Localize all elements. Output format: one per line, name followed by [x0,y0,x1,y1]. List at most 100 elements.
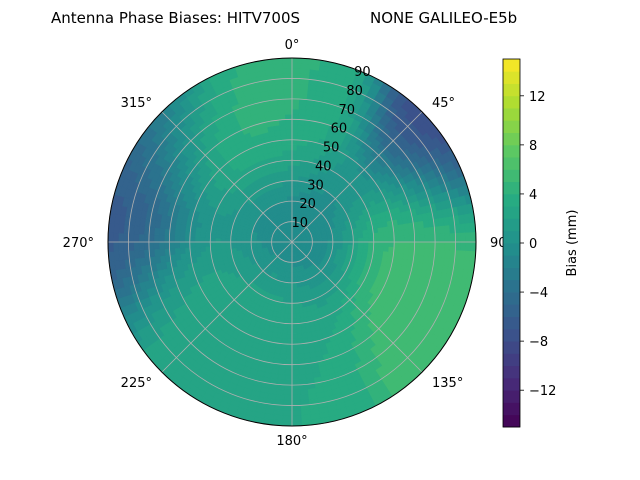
surface-cell [403,229,410,237]
surface-cell [298,103,307,111]
colorbar-level [503,353,520,367]
surface-cell [284,379,293,386]
surface-cell [220,241,226,247]
colorbar-level [503,292,520,305]
colorbar-level [503,108,520,121]
surface-cell [288,185,293,192]
surface-cell [378,236,385,243]
surface-cell [444,249,451,259]
surface-cell [362,233,369,239]
surface-cell [298,373,307,381]
surface-cell [117,241,124,252]
surface-cell [277,150,284,157]
surface-cell [291,333,298,340]
surface-cell [199,236,206,243]
angular-tick-label: 225° [121,376,152,391]
surface-cell [279,353,287,360]
surface-cell [284,364,293,371]
surface-cell [291,323,297,330]
surface-cell [138,233,145,243]
surface-cell [284,374,293,381]
surface-cell [297,129,305,136]
colorbar-level [503,206,520,219]
surface-cell [423,248,431,257]
surface-cell [215,245,222,251]
colorbar-level [503,390,520,403]
surface-cell [403,247,410,255]
colorbar-tick-label: 4 [529,188,537,203]
surface-cell [291,384,301,391]
surface-cell [148,241,155,250]
colorbar-level [503,402,520,416]
colorbar-level [503,304,520,317]
surface-cell [286,139,293,146]
colorbar-level [503,243,520,256]
colorbar-level [503,59,520,72]
surface-cell [287,318,293,325]
surface-cell [123,232,129,243]
surface-cell [287,313,293,319]
surface-cell [283,165,289,172]
surface-cell [199,232,206,238]
surface-cell [460,232,467,243]
surface-cell [275,83,285,90]
surface-cell [282,154,289,161]
surface-cell [291,98,300,105]
surface-cell [434,233,441,243]
surface-cell [409,235,415,243]
surface-cell [280,139,288,146]
surface-cell [282,405,293,411]
surface-cell [291,364,300,371]
colorbar-level [503,132,520,146]
surface-cell [174,235,181,243]
surface-cell [414,234,421,243]
surface-cell [284,369,293,376]
surface-cell [143,241,150,251]
surface-cell [393,247,400,254]
surface-cell [209,237,216,243]
surface-cell [291,302,296,309]
surface-cell [291,149,298,156]
colorbar-level [503,218,520,232]
surface-cell [279,124,287,131]
radial-tick-label: 80 [346,84,363,99]
surface-cell [291,287,295,294]
surface-cell [138,249,145,259]
colorbar-tick-labels: −12 −8 −4 0 4 8 12 [520,90,556,399]
surface-cell [398,235,405,243]
surface-cell [220,245,227,250]
radial-tick-label: 70 [339,103,356,118]
surface-cell [383,241,390,248]
surface-cell [184,241,191,248]
surface-cell [286,338,293,345]
surface-cell [298,368,307,376]
surface-cell [169,241,175,249]
surface-cell [291,159,297,166]
surface-cell [284,98,293,105]
surface-cell [423,227,431,236]
surface-cell [295,307,300,314]
surface-cell [199,246,206,252]
surface-cell [291,328,298,335]
surface-cell [282,328,288,335]
surface-cell [282,62,293,69]
surface-cell [291,318,297,325]
surface-cell [143,233,150,243]
surface-cell [287,159,293,166]
surface-cell [363,237,369,243]
surface-cell [282,73,293,79]
surface-cell [291,343,298,350]
surface-cell [301,332,308,339]
surface-cell [278,119,287,126]
surface-cell [123,241,129,252]
colorbar-level [503,157,520,170]
surface-cell [460,241,467,252]
surface-cell [163,234,170,243]
colorbar-level [503,71,520,84]
surface-cell [297,358,306,365]
surface-cell [284,113,293,120]
surface-cell [153,227,161,236]
surface-cell [297,119,306,126]
surface-cell [378,246,385,252]
surface-cell [444,241,451,251]
